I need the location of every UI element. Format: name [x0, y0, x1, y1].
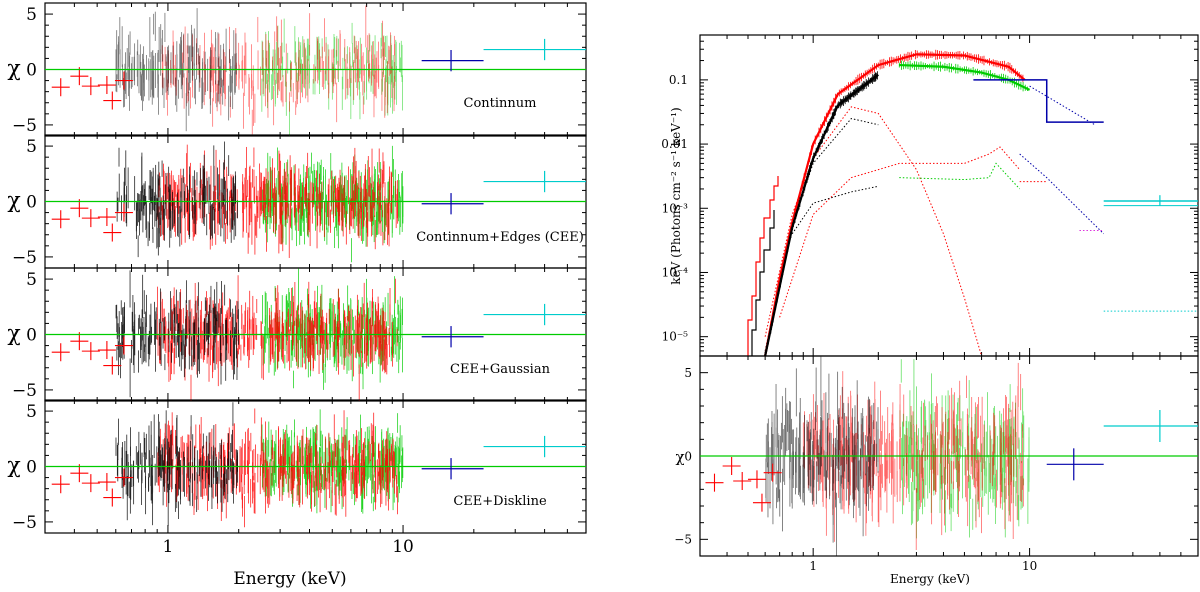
left-panel-4-black-residuals [115, 402, 238, 526]
left-panel-4-ytick-label: 5 [26, 402, 37, 422]
spectrum-ytick-label: 10⁻⁴ [662, 265, 689, 279]
right-x-axis-label: Energy (keV) [890, 572, 970, 586]
left-panel-4-ytick-label: −5 [12, 513, 37, 533]
left-panel-3-ytick-label: −5 [12, 381, 37, 401]
left-panel-1: 5 0 −5 χ Continnum [7, 2, 587, 137]
right-y-axis-label: keV (Photons cm⁻² s⁻¹ keV⁻¹) [669, 107, 683, 284]
left-panel-3-ytick-label: 5 [26, 270, 37, 290]
left-panel-4-red-lowE [51, 464, 133, 507]
left-panel-3-red-residuals [156, 275, 398, 401]
left-panel-2-black-residuals [116, 141, 238, 258]
left-panel-3-chi-label: χ [7, 322, 20, 347]
right-residual-panel-xtick-label: 1 [809, 559, 817, 573]
right-residual-panel-ytick-label: −5 [674, 533, 692, 547]
model-component-5 [791, 185, 879, 235]
right-residual-panel-chi-label: χ [675, 448, 684, 466]
left-panel-2-red-lowE [51, 199, 133, 242]
right-residual-panel-green-residuals [899, 359, 1030, 539]
left-panel-3-black-residuals [115, 270, 239, 398]
left-panel-2-data [45, 141, 586, 263]
spectrum-instrument-green-errbars [898, 60, 1028, 92]
model-component-2 [764, 117, 879, 352]
left-panel-2-ytick-label: 5 [26, 137, 37, 157]
left-panel-4-xtick-label: 1 [163, 537, 174, 557]
spectrum-ytick-label: 0.1 [669, 73, 688, 87]
left-panel-4-data [45, 402, 586, 528]
model-component-1 [764, 106, 983, 356]
left-panel-1-ytick-label: 0 [26, 61, 37, 81]
spectrum-instrument-black-errbars [764, 71, 878, 356]
spectrum-ytick-label: 10⁻³ [662, 201, 689, 215]
model-component-3 [779, 146, 1021, 318]
spectrum-instrument-black [764, 73, 879, 356]
spectrum-ytick-label: 0.01 [661, 137, 688, 151]
left-panel-1-data [45, 5, 586, 136]
right-spectrum-figure: 0.1 0.01 10⁻³ 10⁻⁴ 10⁻⁵ 5 0 −5 1 10 χ keV (Photon… [661, 34, 1199, 586]
left-panel-3-red-lowE [51, 332, 133, 375]
right-residual-panel: 5 0 −5 1 10 χ [674, 355, 1199, 573]
left-panel-4: 5 0 −5 1 10 χ CEE+Diskline [7, 399, 587, 557]
left-panel-2-chi-label: χ [7, 189, 20, 214]
left-panel-3-model-label: CEE+Gaussian [450, 362, 551, 377]
left-panel-1-model-label: Continnum [464, 96, 537, 111]
left-panel-2-ytick-label: 0 [26, 193, 37, 213]
spectrum-ytick-label: 10⁻⁵ [662, 330, 689, 344]
model-component-4 [899, 162, 1021, 190]
left-panel-2-green-residuals [261, 145, 404, 263]
model-total-blue [1029, 85, 1095, 126]
right-residual-panel-black-residuals [765, 356, 879, 556]
right-residual-panel-ytick-label: 0 [684, 449, 692, 463]
spectrum-instrument-red-errbars [764, 49, 1024, 356]
left-panel-2-model-label: Continnum+Edges (CEE) [416, 230, 584, 245]
left-panel-4-xtick-label: 10 [392, 537, 414, 557]
spectrum-red-steps [747, 176, 779, 356]
left-panel-1-ytick-label: 5 [26, 5, 37, 25]
model-component-6 [1019, 153, 1105, 235]
left-panel-4-model-label: CEE+Diskline [453, 494, 547, 509]
left-panel-1-ytick-label: −5 [12, 116, 37, 136]
right-residual-panel-ytick-label: 5 [684, 366, 692, 380]
right-residual-panel-red-lowE [705, 457, 782, 512]
left-residual-stack: 5 0 −5 χ Continnum 5 0 −5 χ Continnum+Edges (CEE)… [7, 2, 587, 589]
spectrum-black-steps [751, 210, 775, 356]
spectrum-data [747, 49, 1198, 356]
left-panel-3-data [45, 268, 586, 401]
right-residual-panel-xtick-label: 10 [1022, 559, 1037, 573]
left-panel-2: 5 0 −5 χ Continnum+Edges (CEE) [7, 134, 587, 269]
left-panel-1-black-residuals [115, 8, 237, 132]
left-panel-4-ytick-label: 0 [26, 458, 37, 478]
left-panel-1-red-lowE [51, 67, 133, 110]
left-panel-3-ytick-label: 0 [26, 326, 37, 346]
left-panel-2-ytick-label: −5 [12, 248, 37, 268]
left-x-axis-label: Energy (keV) [233, 569, 346, 589]
spectrum-instrument-blue [973, 79, 1104, 123]
spectrum-instrument-red [764, 53, 1026, 356]
left-panel-1-chi-label: χ [7, 57, 20, 82]
left-panel-3: 5 0 −5 χ CEE+Gaussian [7, 267, 587, 402]
right-residual-panel-data [700, 356, 1198, 556]
left-panel-4-chi-label: χ [7, 454, 20, 479]
